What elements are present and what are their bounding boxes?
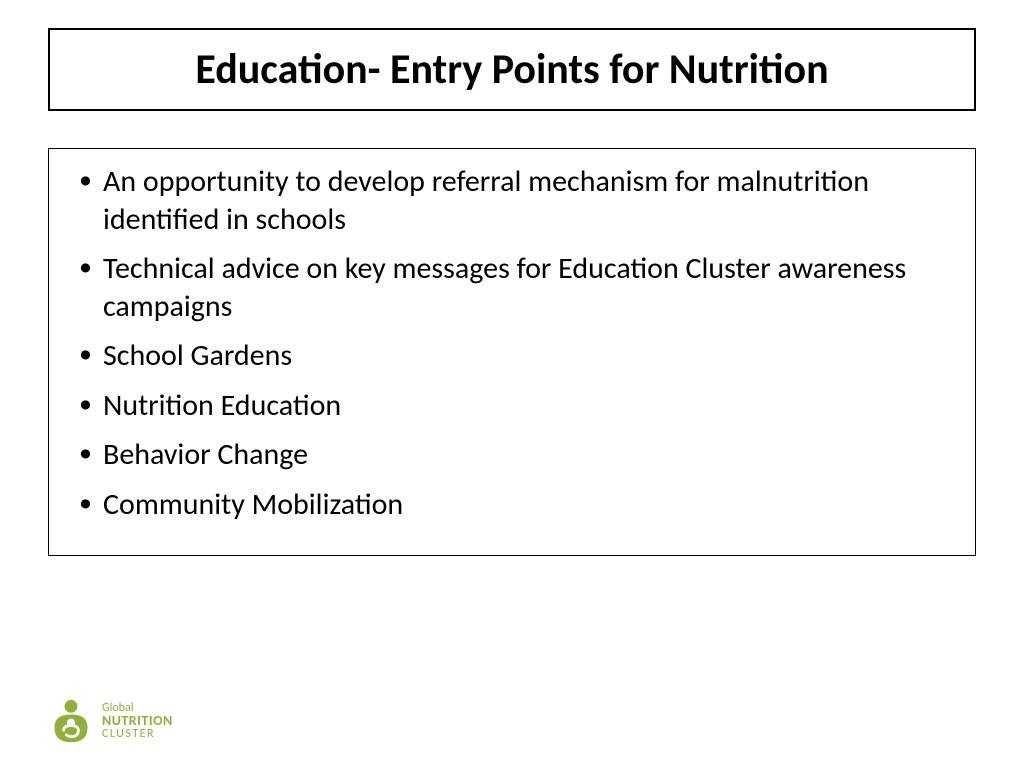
slide-title: Education- Entry Points for Nutrition <box>70 44 954 95</box>
logo: Global NUTRITION CLUSTER <box>48 698 173 744</box>
nutrition-cluster-icon <box>48 698 94 744</box>
list-item: School Gardens <box>73 337 951 375</box>
list-item: Behavior Change <box>73 436 951 474</box>
list-item: Nutrition Education <box>73 387 951 425</box>
list-item: An opportunity to develop referral mecha… <box>73 163 951 238</box>
list-item: Technical advice on key messages for Edu… <box>73 250 951 325</box>
logo-line2: NUTRITION <box>102 714 173 728</box>
logo-line3: CLUSTER <box>102 728 173 740</box>
title-box: Education- Entry Points for Nutrition <box>48 28 976 111</box>
content-box: An opportunity to develop referral mecha… <box>48 148 976 556</box>
list-item: Community Mobilization <box>73 486 951 524</box>
bullet-list: An opportunity to develop referral mecha… <box>73 163 951 523</box>
logo-text: Global NUTRITION CLUSTER <box>102 702 173 740</box>
